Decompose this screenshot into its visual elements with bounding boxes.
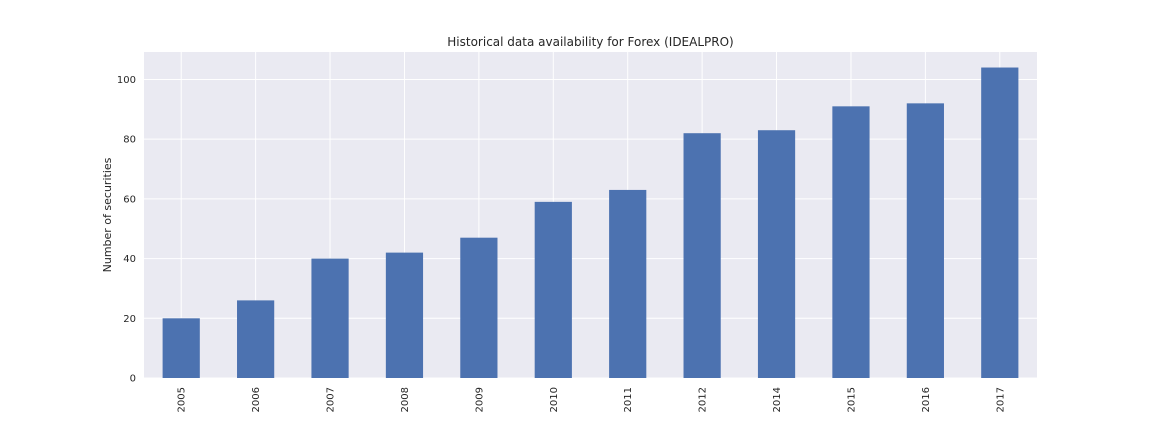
x-tick-label: 2011 xyxy=(623,387,634,412)
plot-background xyxy=(144,52,1037,378)
y-tick-label: 100 xyxy=(117,75,136,86)
bars xyxy=(162,67,1019,379)
x-tick-label: 2016 xyxy=(921,387,932,412)
bar-2005 xyxy=(162,318,200,378)
y-tick-label: 60 xyxy=(123,194,136,205)
bar-2014 xyxy=(757,130,796,378)
bar-2009 xyxy=(460,237,498,378)
x-tick-label: 2008 xyxy=(400,387,411,412)
x-tick-label: 2007 xyxy=(326,387,337,412)
x-tick-label: 2017 xyxy=(995,387,1006,412)
bar-2012 xyxy=(683,133,721,378)
y-tick-label: 80 xyxy=(123,135,136,146)
chart-title: Historical data availability for Forex (… xyxy=(447,35,733,49)
x-tick-label: 2005 xyxy=(177,387,188,412)
bar-2017 xyxy=(981,67,1019,379)
y-tick-labels: 0 20 40 60 80 100 xyxy=(117,75,136,385)
y-axis-label: Number of securities xyxy=(101,157,114,272)
bar-2008 xyxy=(385,252,424,378)
x-tick-label: 2010 xyxy=(549,387,560,412)
x-tick-labels: 2005 2006 2007 2008 2009 2010 2011 2012 2014 2015… xyxy=(177,387,1007,412)
x-tick-label: 2006 xyxy=(251,387,262,412)
x-tick-label: 2014 xyxy=(772,387,783,412)
bar-2006 xyxy=(237,300,275,378)
y-tick-label: 20 xyxy=(123,314,136,325)
x-tick-label: 2015 xyxy=(846,387,857,412)
x-tick-label: 2012 xyxy=(698,387,709,412)
bar-2016 xyxy=(906,103,944,378)
bar-2007 xyxy=(311,258,349,378)
bar-2010 xyxy=(534,201,572,378)
bar-2011 xyxy=(609,189,647,378)
bar-2015 xyxy=(832,106,870,378)
y-tick-label: 40 xyxy=(123,254,136,265)
x-tick-label: 2009 xyxy=(474,387,485,412)
y-tick-label: 0 xyxy=(130,374,136,385)
